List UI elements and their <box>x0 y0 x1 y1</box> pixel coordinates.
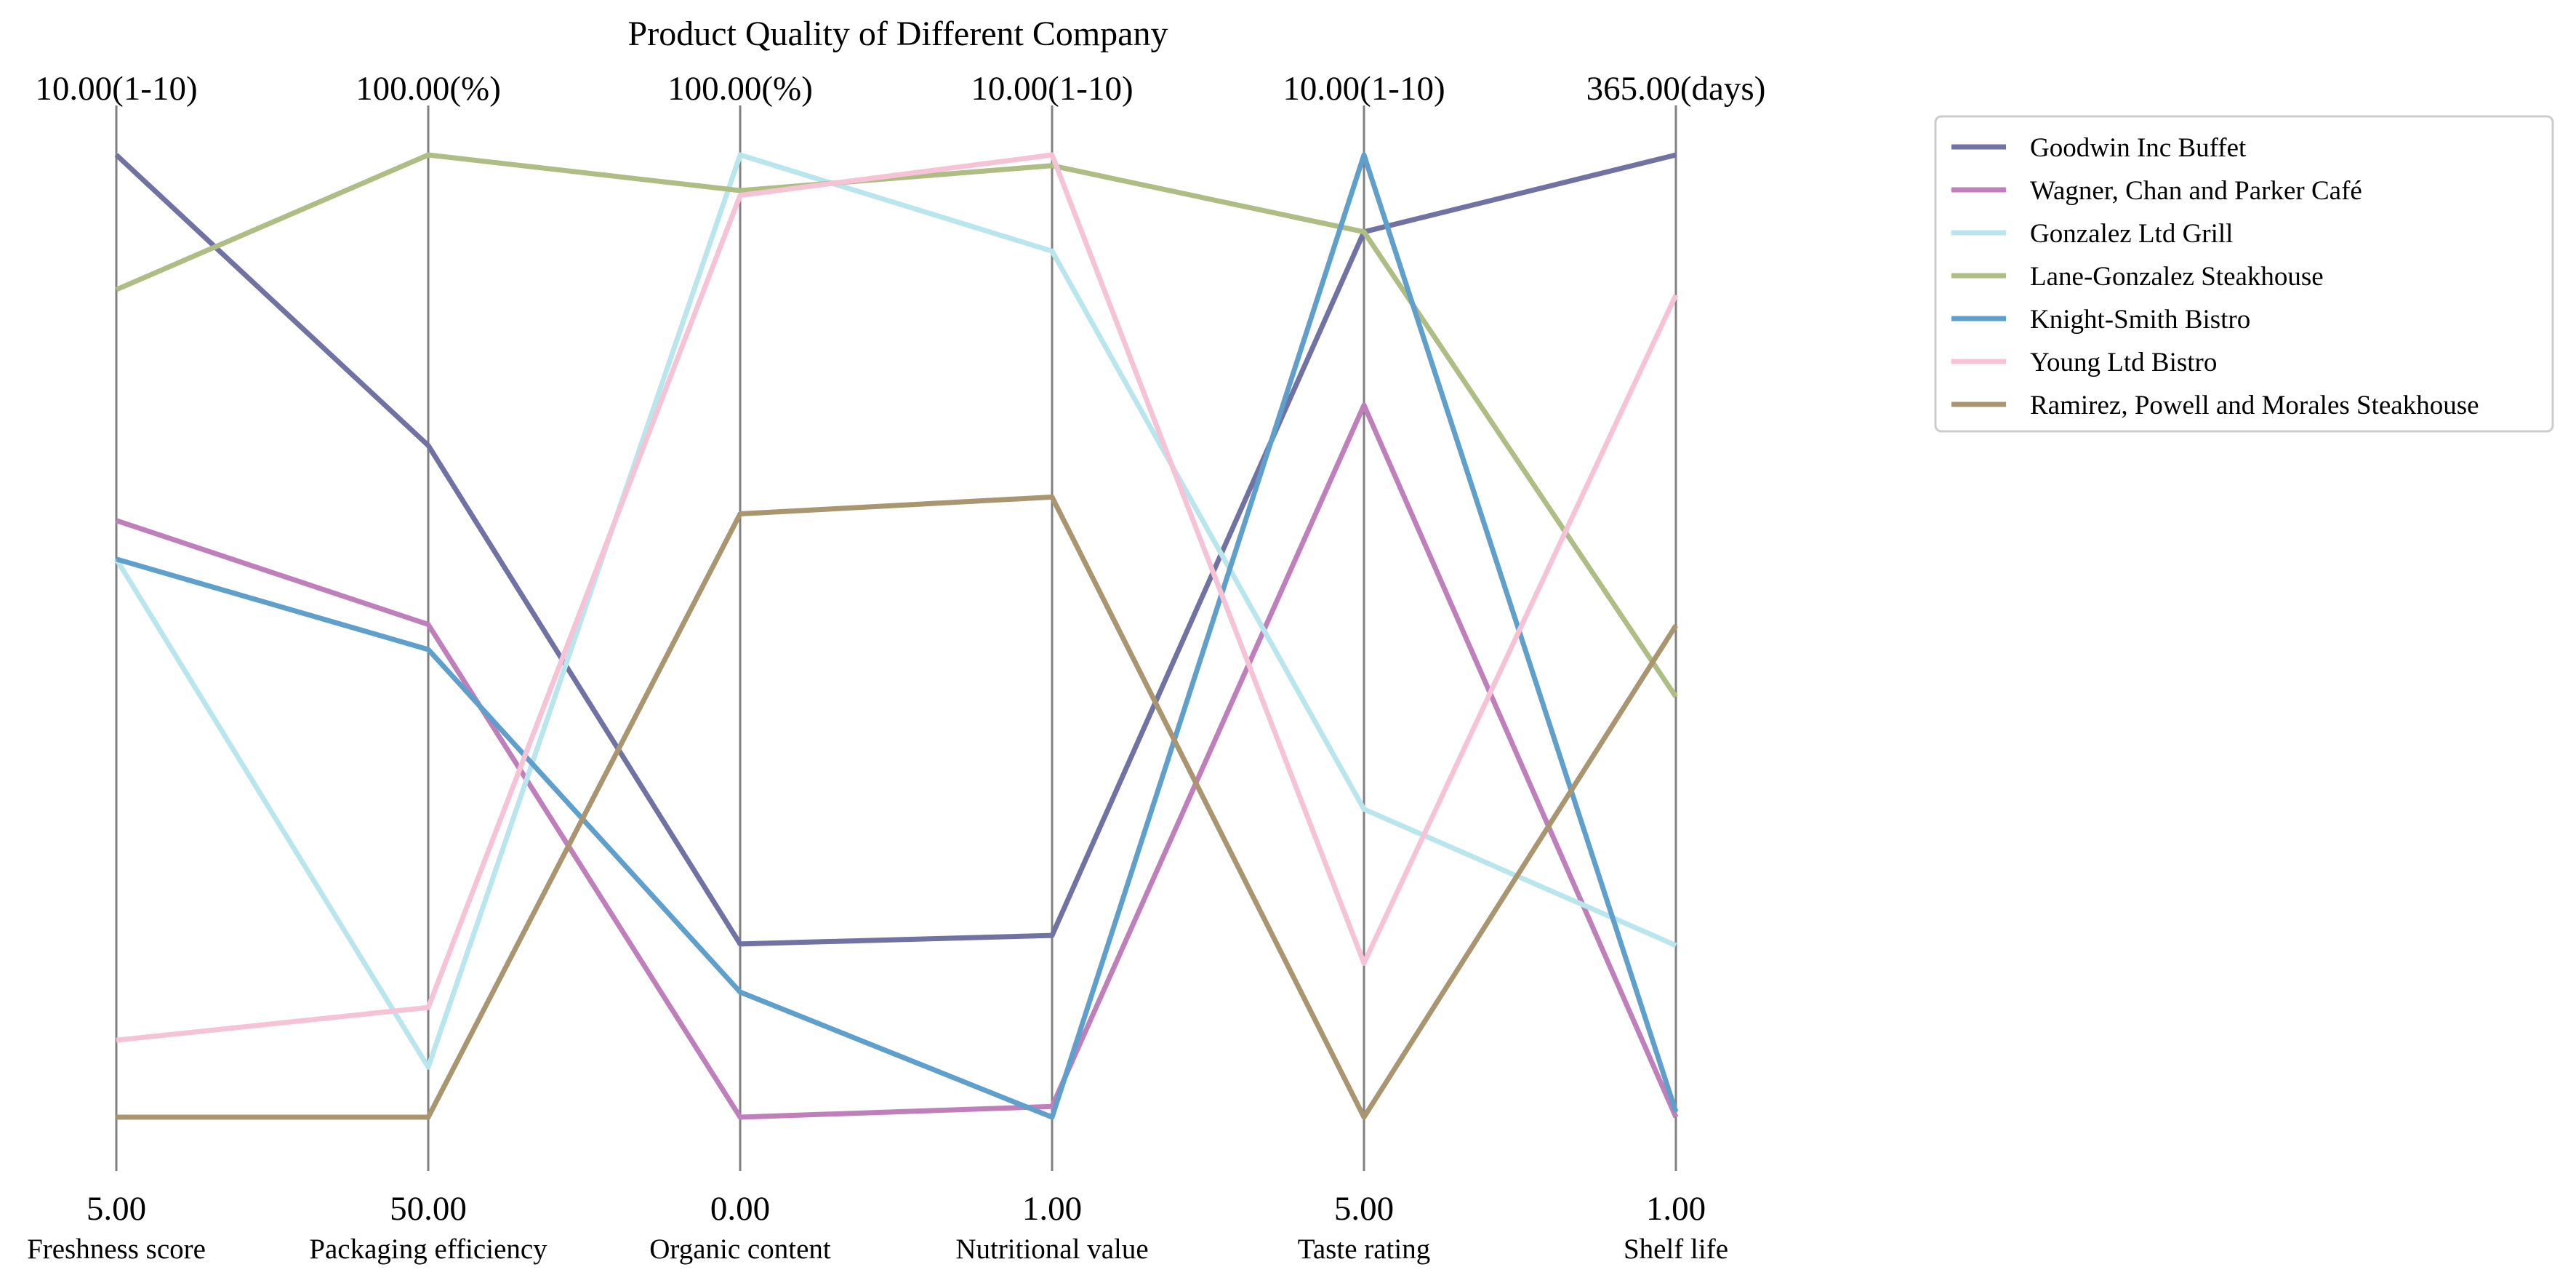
axis-min-label: 5.00 <box>87 1190 146 1228</box>
axis-min-label: 50.00 <box>390 1190 467 1228</box>
series-line-ramirez-powell-and-morales-steakhouse <box>116 494 1678 1120</box>
series-line-wagner-chan-and-parker-caf <box>115 402 1679 1120</box>
series-line-knight-smith-bistro <box>116 152 1679 1120</box>
legend-box <box>1934 115 2554 433</box>
axis-max-label: 100.00(%) <box>667 70 813 108</box>
axis-name-label: Packaging efficiency <box>309 1234 547 1265</box>
axis-min-label: 5.00 <box>1334 1190 1394 1228</box>
axis-name-label: Organic content <box>649 1234 831 1265</box>
legend-entry-label: Knight-Smith Bistro <box>2030 305 2250 335</box>
legend-entry-label: Ramirez, Powell and Morales Steakhouse <box>2030 391 2479 420</box>
legend-entry-label: Lane-Gonzalez Steakhouse <box>2030 262 2324 292</box>
series-line-goodwin-inc-buffet <box>114 152 1677 947</box>
legend-entry-label: Young Ltd Bistro <box>2030 348 2217 377</box>
axes-layer <box>115 105 1677 1171</box>
axis-max-label: 100.00(%) <box>356 70 501 108</box>
axis-name-label: Freshness score <box>27 1234 206 1265</box>
legend-entry-label: Goodwin Inc Buffet <box>2030 133 2247 163</box>
axis-min-label: 1.00 <box>1646 1190 1706 1228</box>
series-line-young-ltd-bistro <box>116 152 1679 1043</box>
axis-min-label: 1.00 <box>1022 1190 1082 1228</box>
series-line-lane-gonzalez-steakhouse <box>115 152 1678 699</box>
legend-entry-label: Wagner, Chan and Parker Café <box>2030 176 2362 206</box>
series-lines <box>114 152 1679 1120</box>
series-line-gonzalez-ltd-grill <box>114 152 1677 1070</box>
axis-name-label: Shelf life <box>1624 1234 1728 1265</box>
axis-min-label: 0.00 <box>710 1190 770 1228</box>
axis-name-label: Nutritional value <box>955 1234 1148 1265</box>
chart-title: Product Quality of Different Company <box>628 15 1168 53</box>
legend: Goodwin Inc Buffet Wagner, Chan and Parke… <box>1934 115 2554 433</box>
axis-name-label: Taste rating <box>1298 1234 1430 1265</box>
axis-max-label: 10.00(1-10) <box>35 70 197 108</box>
axis-max-label: 10.00(1-10) <box>1283 70 1445 108</box>
axis-max-label: 365.00(days) <box>1586 70 1766 108</box>
legend-entry-label: Gonzalez Ltd Grill <box>2030 219 2233 249</box>
axis-labels: 10.00(1-10) 5.00 Freshness score 100.00(%) 5… <box>27 70 1765 1265</box>
axis-max-label: 10.00(1-10) <box>971 70 1133 108</box>
